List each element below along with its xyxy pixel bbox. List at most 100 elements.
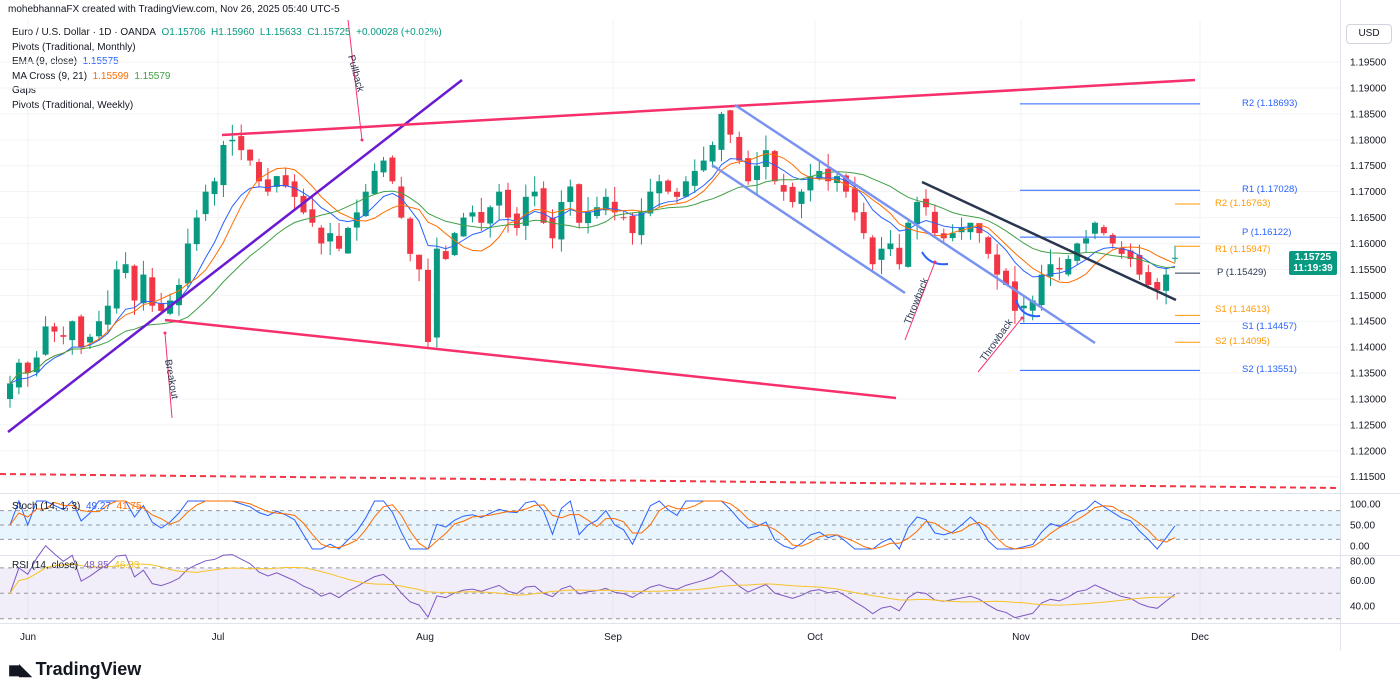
navy-trendline — [921, 180, 1177, 302]
weekly-pivot-label: P (1.15429) — [1217, 267, 1267, 279]
candle-body — [949, 233, 956, 239]
indicator-pivots-weekly[interactable]: Pivots (Traditional, Weekly) — [12, 99, 134, 111]
candle-body — [638, 212, 645, 236]
rsi-tick-label: 60.00 — [1350, 576, 1375, 587]
change-value: +0.00028 (+0.02%) — [356, 27, 442, 38]
candle-body — [567, 186, 574, 203]
stoch-divider — [0, 493, 1400, 494]
brand-name: TradingView — [35, 659, 142, 679]
y-tick-label: 1.18000 — [1350, 135, 1387, 146]
throwback-2-label: Throwback — [978, 317, 1016, 364]
candle-body — [896, 247, 903, 265]
candle-body — [905, 222, 912, 267]
tradingview-logo[interactable]: ◼◣ TradingView — [8, 659, 141, 680]
indicator-pivots-monthly[interactable]: Pivots (Traditional, Monthly) — [12, 41, 136, 53]
candle-body — [691, 170, 698, 186]
ema-line — [9, 158, 1176, 384]
y-tick-label: 1.16000 — [1350, 239, 1387, 250]
candle-body — [709, 145, 716, 162]
candle-body — [193, 217, 200, 245]
candle-body — [718, 113, 725, 150]
y-tick-label: 1.15500 — [1350, 265, 1387, 276]
rsi-ma-line — [9, 563, 1176, 606]
candle-body — [416, 254, 423, 270]
candle-body — [1118, 247, 1125, 254]
candle-body — [851, 188, 858, 213]
candle-body — [665, 180, 672, 192]
ma-slow-value: 1.15579 — [134, 70, 171, 82]
candle-body — [122, 264, 129, 273]
candle-body — [60, 335, 67, 337]
candle-body — [184, 243, 191, 284]
candle-body — [15, 362, 22, 388]
candle-body — [647, 191, 654, 214]
candle-body — [291, 181, 298, 197]
candle-body — [451, 233, 458, 256]
candle-body — [576, 184, 583, 223]
bar-countdown: 11:19:39 — [1293, 263, 1333, 274]
breakout-arrow — [164, 332, 173, 419]
candle-body — [914, 202, 921, 225]
throwback-1-arrowhead-icon — [933, 260, 937, 264]
candle-body — [264, 179, 271, 192]
candle-body — [95, 321, 102, 337]
candle-body — [318, 227, 325, 244]
candle-body — [113, 269, 120, 309]
rsi-tick-label: 40.00 — [1350, 602, 1375, 613]
last-price: 1.15725 — [1294, 252, 1332, 263]
weekly-pivot-label: S1 (1.14613) — [1215, 304, 1270, 316]
symbol-title: Euro / U.S. Dollar · 1D · OANDA — [12, 27, 156, 38]
throwback-1-arrow — [904, 261, 936, 341]
throwback-1-label: Throwback — [903, 276, 932, 326]
candle-body — [825, 168, 832, 182]
indicator-ma-cross[interactable]: MA Cross (9, 21) 1.15599 1.15579 — [12, 70, 442, 85]
candle-body — [1011, 281, 1018, 311]
candle-body — [736, 136, 743, 161]
ma-slow-line — [9, 171, 1176, 384]
candle-body — [1145, 272, 1152, 285]
candle-body — [1127, 250, 1134, 260]
stoch-tick-label: 100.00 — [1350, 500, 1381, 511]
y-tick-label: 1.19500 — [1350, 58, 1387, 69]
breakout-label: Breakout — [162, 359, 180, 401]
high-value: H1.15960 — [210, 27, 255, 38]
candle-body — [771, 151, 778, 182]
candle-body — [469, 212, 476, 217]
candle-body — [140, 274, 147, 304]
candle-body — [1083, 238, 1090, 244]
stoch-tick-label: 50.00 — [1350, 521, 1375, 532]
stoch-d-value: 41.75 — [116, 501, 142, 512]
gap-line — [0, 473, 1341, 489]
currency-button[interactable]: USD — [1346, 24, 1392, 44]
indicator-ema[interactable]: EMA (9, close) 1.15575 — [12, 55, 442, 70]
stoch-tick-label: 0.00 — [1350, 542, 1370, 553]
candle-body — [327, 233, 334, 242]
price-axis-border — [1340, 0, 1341, 650]
candle-body — [442, 251, 449, 260]
candle-body — [229, 139, 236, 142]
rsi-legend[interactable]: RSI (14, close) 48.85 46.33 — [12, 560, 139, 571]
rsi-line — [9, 545, 1176, 619]
ma-fast-line — [9, 153, 1176, 384]
candle-body — [1056, 267, 1063, 270]
candle-body — [104, 305, 111, 325]
indicator-gaps[interactable]: Gaps — [12, 85, 36, 96]
candle-body — [51, 326, 58, 332]
candle-body — [878, 248, 885, 260]
candle-body — [344, 227, 351, 254]
x-tick-label: Oct — [807, 632, 823, 643]
rsi-band — [0, 567, 1340, 619]
candle-body — [282, 175, 289, 187]
x-tick-label: Dec — [1191, 632, 1209, 643]
stoch-legend[interactable]: Stoch (14, 1, 3) 49.27 41.75 — [12, 501, 142, 512]
x-tick-label: Jun — [20, 632, 36, 643]
candle-body — [816, 170, 823, 179]
symbol-row[interactable]: Euro / U.S. Dollar · 1D · OANDA O1.15706… — [12, 26, 442, 41]
candle-body — [1154, 282, 1161, 291]
candle-body — [754, 165, 761, 180]
candle-body — [149, 277, 156, 306]
candle-body — [700, 160, 707, 171]
throwback-arc-icon — [1015, 299, 1041, 318]
y-tick-label: 1.17500 — [1350, 161, 1387, 172]
